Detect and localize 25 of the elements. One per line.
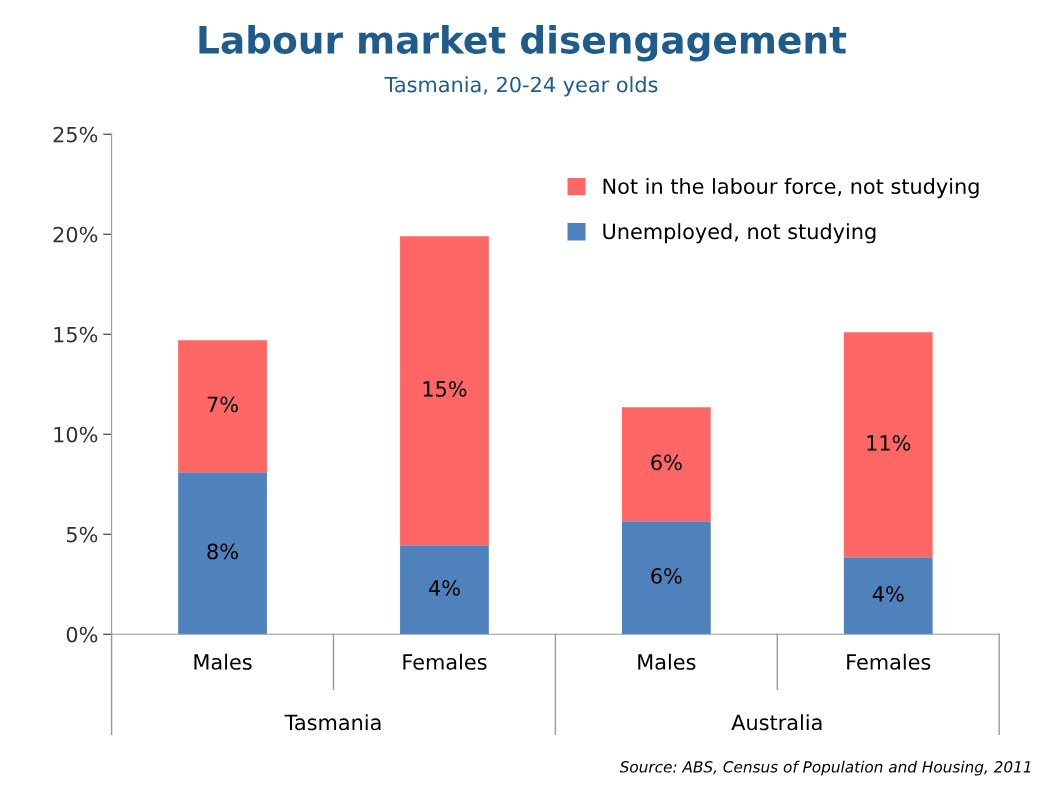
x-tick-label: Males <box>638 653 696 670</box>
text: Australia <box>731 714 822 731</box>
x-tick-label: Males <box>194 653 252 670</box>
y-tick-label: 20% <box>53 226 98 243</box>
data-label: 15% <box>423 381 467 397</box>
data-label: 7% <box>207 396 238 413</box>
x-tick-label: Females <box>403 653 487 670</box>
x-tick-label: Females <box>847 653 931 670</box>
data-label: 8% <box>207 543 238 560</box>
chart-title: Labour market disengagement <box>199 24 847 62</box>
data-label: 4% <box>428 580 460 596</box>
y-tick-label: 0% <box>66 626 98 643</box>
data-label: 6% <box>651 568 682 584</box>
y-tick-label: 15% <box>54 326 98 343</box>
legend-label: Not in the labour force, not studying <box>603 177 979 199</box>
data-label: 6% <box>651 454 682 471</box>
y-tick-label: 5% <box>66 526 98 543</box>
y-tick-label: 10% <box>54 426 98 443</box>
chart-subtitle: Tasmania, 20-24 year olds <box>384 76 658 97</box>
source-note: Source: ABS, Census of Population and Housing, 2011 <box>619 760 1031 776</box>
data-label: 4% <box>872 586 904 602</box>
y-tick-label: 25% <box>53 126 98 143</box>
data-label: 11% <box>867 435 911 451</box>
text: Tasmania <box>284 714 381 731</box>
legend-label: Unemployed, not studying <box>603 223 876 244</box>
